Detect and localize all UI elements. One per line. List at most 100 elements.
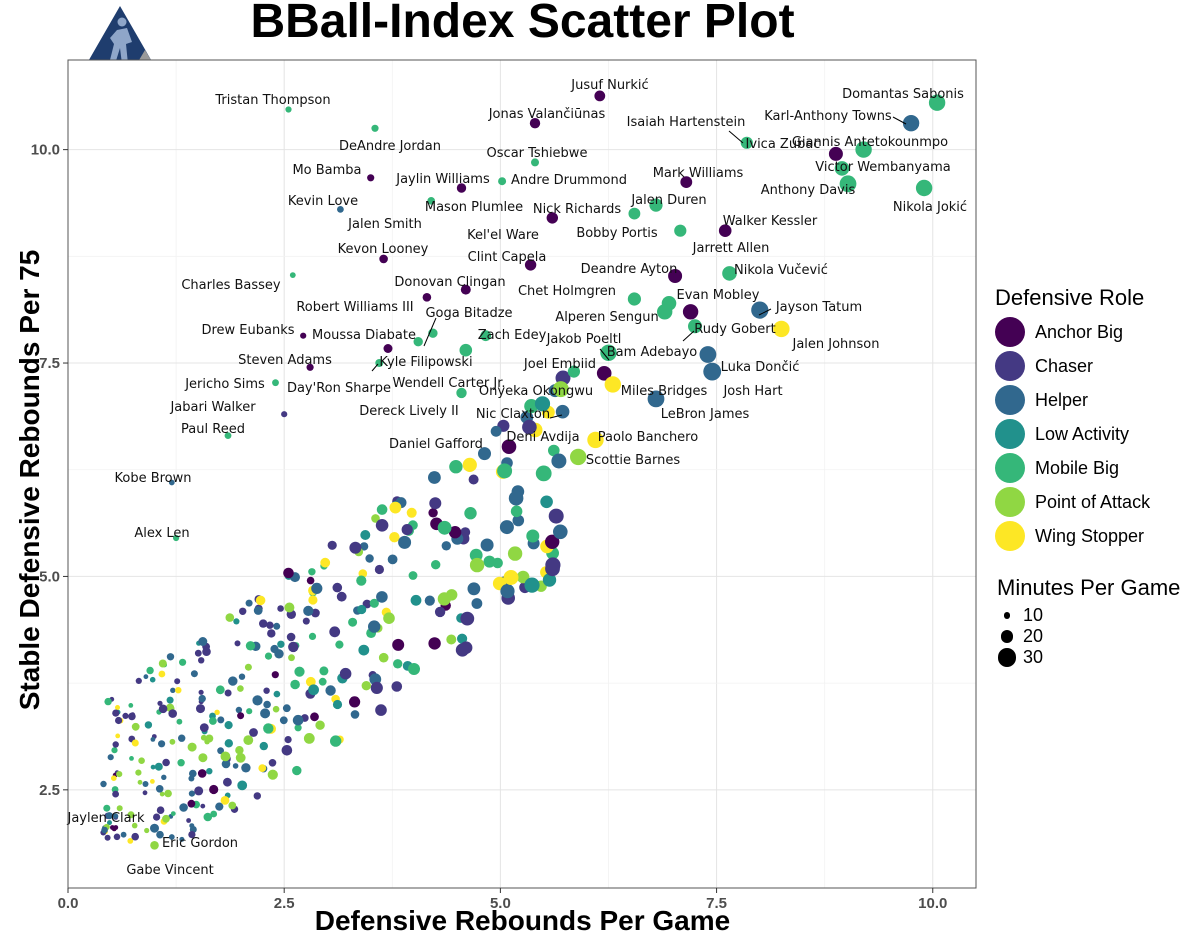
point-label: Domantas Sabonis xyxy=(842,87,964,102)
data-point xyxy=(374,564,384,575)
point-label: Giannis Antetokounmpo xyxy=(792,135,948,150)
y-tick-label: 7.5 xyxy=(39,355,60,372)
data-point xyxy=(279,716,288,725)
data-point xyxy=(168,834,175,840)
data-point xyxy=(245,599,253,607)
data-point xyxy=(166,653,175,661)
data-point xyxy=(179,658,187,666)
point-label: Jaylen Clark xyxy=(66,811,144,826)
legend-item: Mobile Big xyxy=(995,451,1150,485)
data-point xyxy=(135,769,142,776)
data-point xyxy=(446,634,457,645)
data-point xyxy=(249,728,258,737)
data-point xyxy=(406,507,417,518)
data-point xyxy=(170,811,176,816)
size-legend-label: 30 xyxy=(1023,647,1044,667)
data-point xyxy=(220,751,231,762)
labeled-data-point xyxy=(383,344,393,353)
x-axis-label: Defensive Rebounds Per Game xyxy=(314,905,731,936)
data-point xyxy=(122,712,129,720)
data-point xyxy=(260,708,271,719)
data-point xyxy=(112,813,119,819)
point-label: Mason Plumlee xyxy=(425,200,523,215)
data-point xyxy=(288,654,295,662)
labeled-data-point xyxy=(524,259,537,271)
data-point xyxy=(188,831,196,839)
data-point xyxy=(428,508,438,518)
point-label: Alperen Sengun xyxy=(555,310,658,325)
labeled-data-point xyxy=(529,118,541,129)
data-point xyxy=(179,836,185,842)
data-point xyxy=(499,520,514,535)
data-point xyxy=(292,765,302,776)
labeled-data-point xyxy=(460,284,471,295)
data-point xyxy=(281,745,293,756)
data-point xyxy=(177,759,185,767)
data-point xyxy=(228,801,237,810)
legend-label: Low Activity xyxy=(1035,423,1130,444)
size-legend-item: 30 xyxy=(997,647,1180,668)
point-label: Clint Capela xyxy=(468,250,547,265)
data-point xyxy=(263,700,271,709)
data-point xyxy=(424,595,435,606)
data-point xyxy=(103,804,111,812)
data-point xyxy=(215,685,225,695)
point-label: Paolo Banchero xyxy=(598,430,698,445)
data-point xyxy=(315,720,325,730)
data-point xyxy=(449,460,463,474)
labeled-data-point xyxy=(150,841,159,850)
data-point xyxy=(161,774,167,780)
data-point xyxy=(365,554,374,563)
data-point xyxy=(188,790,195,797)
labeled-data-point xyxy=(703,362,722,381)
labeled-data-point xyxy=(173,534,180,542)
legend-label: Mobile Big xyxy=(1035,457,1120,478)
labeled-data-point xyxy=(289,272,296,278)
data-point xyxy=(110,825,115,830)
data-point xyxy=(545,534,560,549)
data-point xyxy=(142,790,148,796)
data-point xyxy=(350,710,360,719)
data-point xyxy=(335,640,344,649)
data-point xyxy=(478,447,491,461)
labeled-data-point xyxy=(722,266,737,281)
data-point xyxy=(277,605,284,612)
point-label: Josh Hart xyxy=(722,384,782,399)
labeled-data-point xyxy=(647,390,665,408)
labeled-data-point xyxy=(427,197,436,205)
labeled-data-point xyxy=(456,183,467,193)
data-point xyxy=(205,734,214,743)
data-point xyxy=(252,695,263,706)
labeled-data-point xyxy=(281,411,288,418)
label-connector xyxy=(549,414,563,419)
label-connector xyxy=(599,348,610,361)
legend-item: Wing Stopper xyxy=(995,519,1150,553)
data-point xyxy=(235,746,244,755)
data-point xyxy=(223,777,232,787)
data-point xyxy=(508,490,524,506)
data-point xyxy=(144,827,150,834)
data-point xyxy=(357,604,367,615)
labeled-data-point xyxy=(531,158,539,167)
data-point xyxy=(175,687,182,694)
data-point xyxy=(200,803,206,809)
point-label: Evan Mobley xyxy=(677,288,760,303)
labeled-data-point xyxy=(498,177,507,186)
data-point xyxy=(471,598,483,609)
data-point xyxy=(113,833,121,841)
data-point xyxy=(437,520,452,535)
data-point xyxy=(155,785,164,793)
data-point xyxy=(302,617,310,625)
data-point xyxy=(429,497,442,510)
y-tick-label: 5.0 xyxy=(39,568,60,585)
point-label: Jericho Sims xyxy=(184,377,265,392)
data-point xyxy=(209,717,217,725)
size-legend-dot xyxy=(1003,612,1011,619)
data-point xyxy=(428,637,441,650)
data-point xyxy=(522,419,537,435)
data-point xyxy=(431,560,441,570)
legend-swatch xyxy=(995,487,1025,517)
labeled-data-point xyxy=(285,106,292,113)
data-point xyxy=(115,733,121,739)
point-label: Oscar Tshiebwe xyxy=(487,146,588,161)
